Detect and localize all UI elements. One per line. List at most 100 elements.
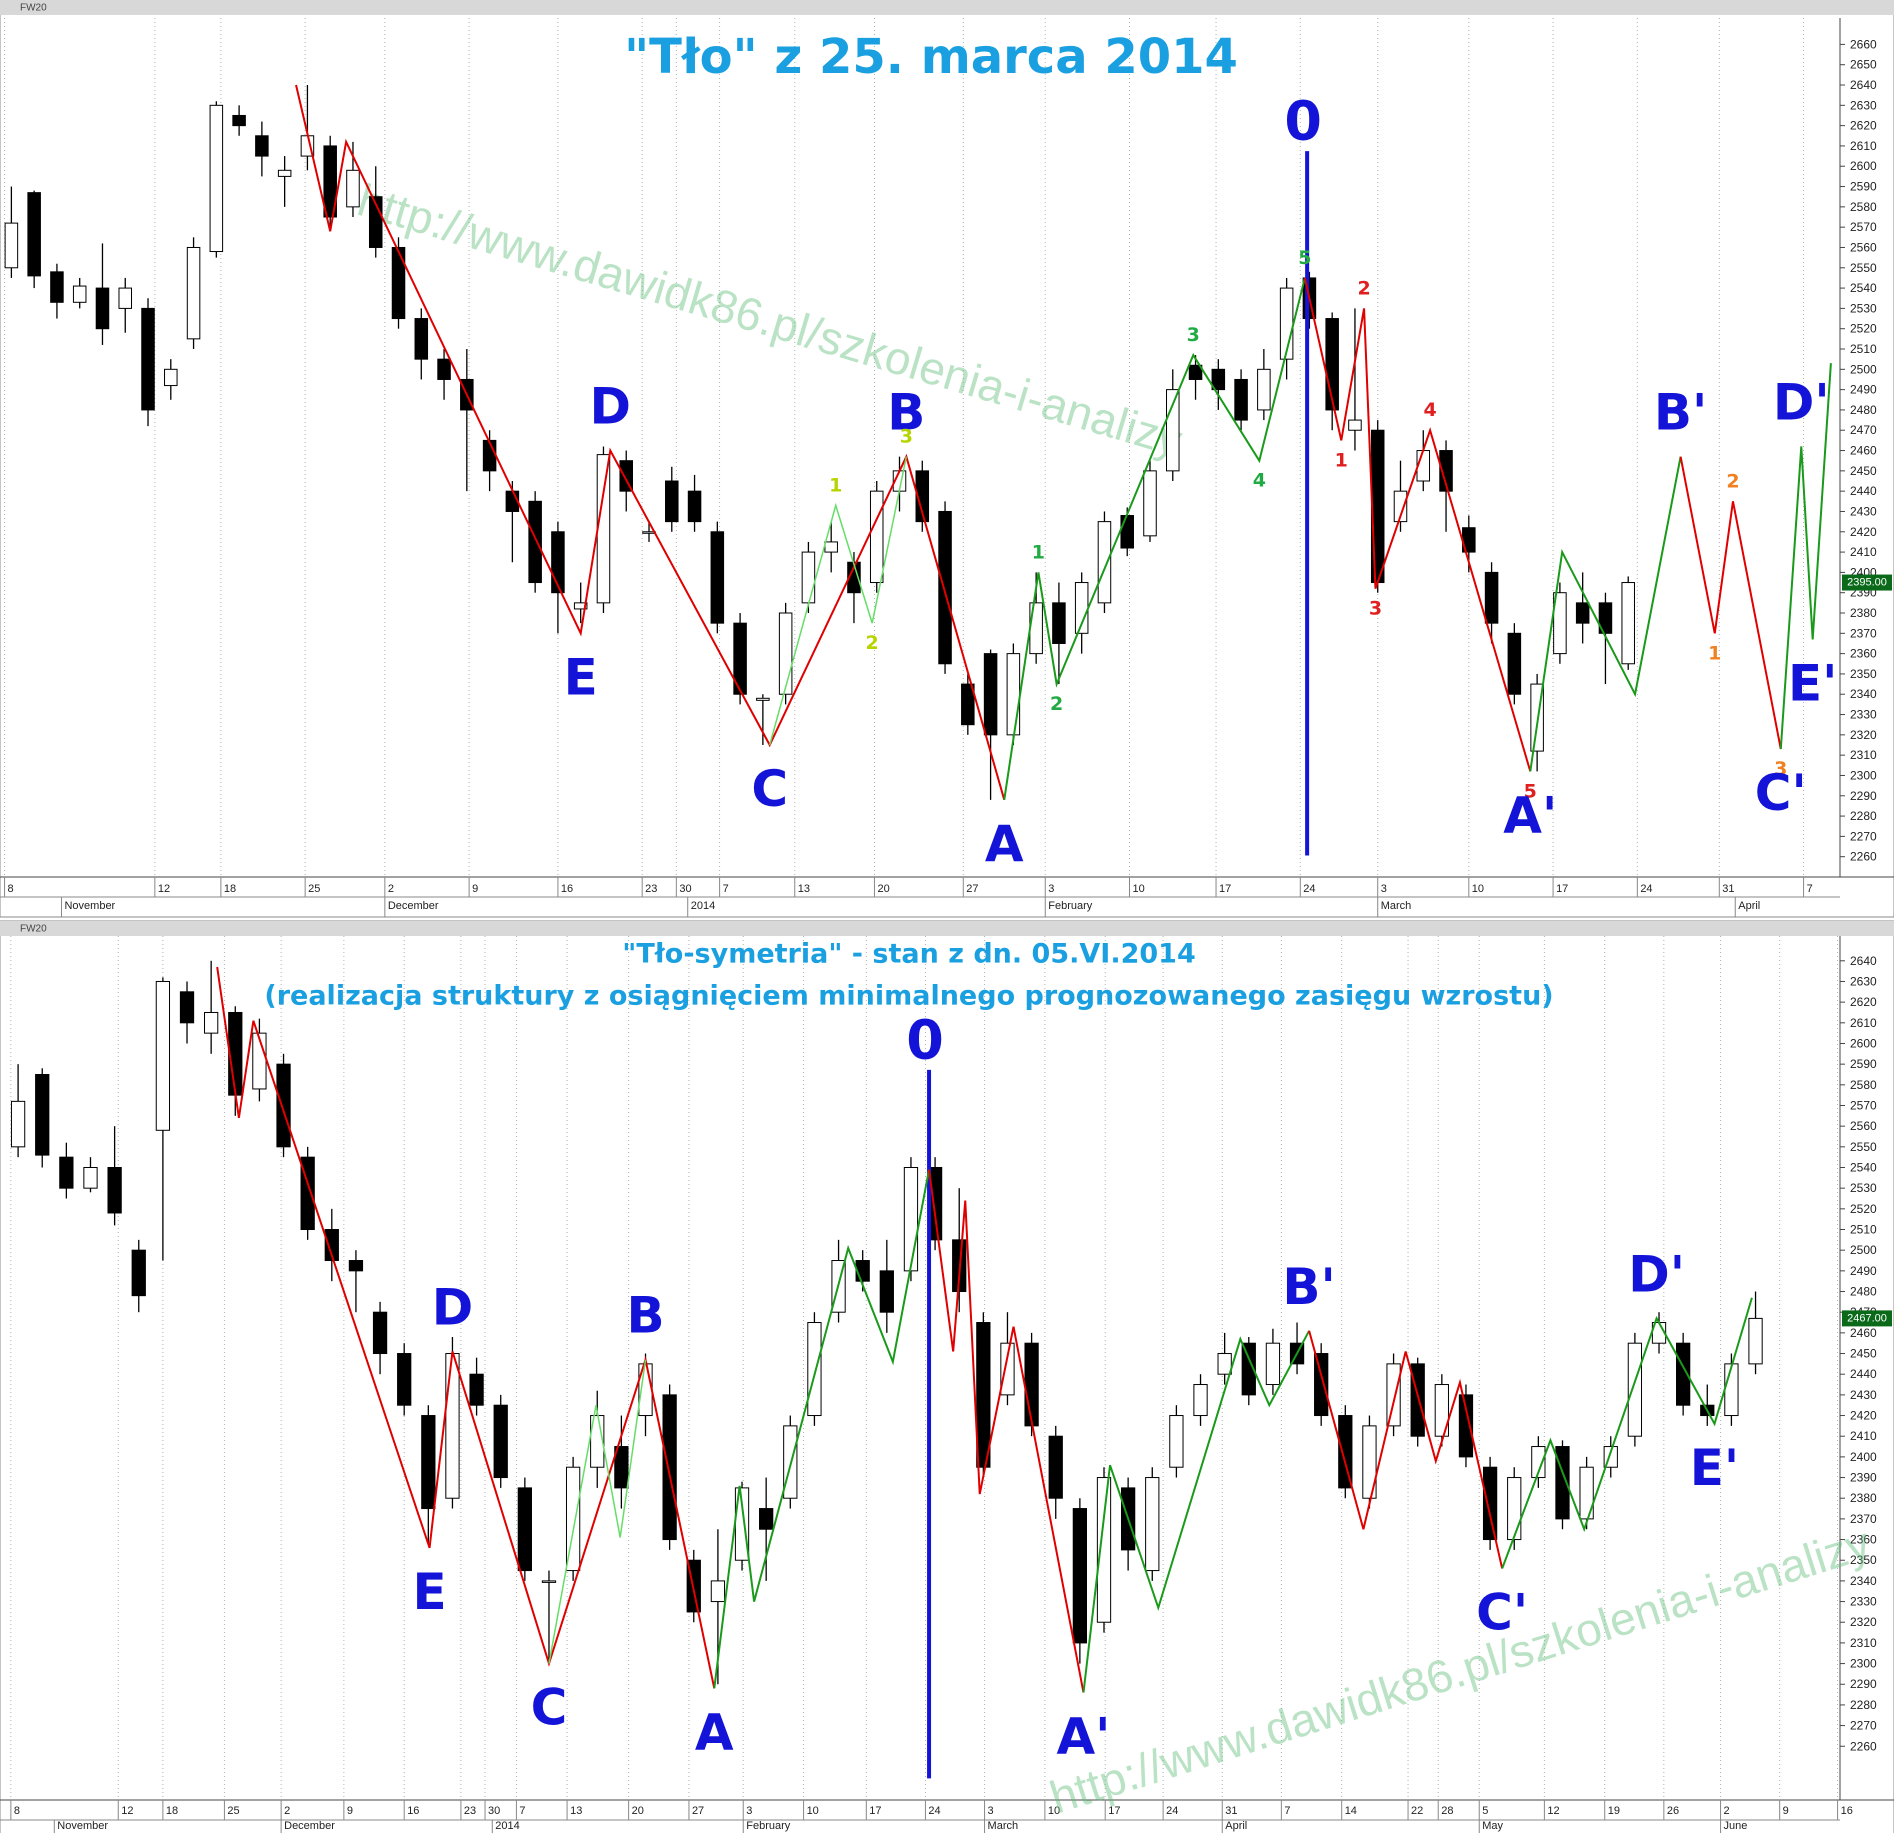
x-tick-label: 20 — [877, 883, 889, 895]
candle-body — [961, 683, 975, 726]
panel-label: FW20 — [20, 924, 47, 935]
y-tick-label: 2410 — [1850, 545, 1877, 559]
y-tick-label: 2550 — [1850, 261, 1877, 275]
candle-body — [1598, 602, 1613, 634]
candle-body — [1393, 490, 1408, 523]
x-tick-label: 10 — [807, 1805, 819, 1817]
x-tick-label: 3 — [746, 1805, 752, 1817]
wave-line — [295, 84, 1006, 801]
candle-body — [665, 480, 679, 523]
wave-label: C' — [1476, 1583, 1528, 1641]
x-tick-label: 12 — [1547, 1805, 1559, 1817]
x-tick-label: 23 — [464, 1805, 476, 1817]
candle-body — [1507, 632, 1522, 695]
candle-body — [1193, 1384, 1208, 1417]
last-price-box — [1842, 1310, 1892, 1327]
last-price-label: 2467.00 — [1847, 1312, 1887, 1324]
candle-body — [662, 1394, 677, 1541]
x-tick-label: 23 — [645, 883, 657, 895]
candle-body — [1507, 1477, 1522, 1541]
candle-body — [1338, 1415, 1353, 1489]
y-tick-label: 2270 — [1850, 1719, 1877, 1733]
candle-body — [528, 500, 542, 584]
candle-body — [710, 531, 725, 624]
wave-count: 2 — [1050, 693, 1063, 715]
wave-count: 2 — [1357, 277, 1370, 299]
y-tick-label: 2600 — [1850, 159, 1877, 173]
wave-label: D — [590, 378, 632, 436]
chart-title: "Tło-symetria" - stan z dn. 05.VI.2014 — [622, 939, 1195, 970]
month-label: November — [64, 900, 115, 912]
zero-label: 0 — [906, 1008, 944, 1071]
y-tick-label: 2340 — [1850, 687, 1877, 701]
y-tick-label: 2310 — [1850, 748, 1877, 762]
y-tick-label: 2490 — [1850, 1264, 1877, 1278]
candle-body — [4, 222, 19, 269]
candle-body — [107, 1167, 122, 1214]
x-tick-label: 10 — [1133, 883, 1145, 895]
y-tick-label: 2270 — [1850, 829, 1877, 843]
candle-body — [1531, 1446, 1546, 1479]
wave-line — [216, 966, 716, 1689]
candle-body — [1145, 1477, 1160, 1572]
candle-body — [1052, 602, 1066, 644]
y-tick-label: 2530 — [1850, 1181, 1877, 1195]
x-tick-label: 8 — [14, 1805, 20, 1817]
x-tick-label: 9 — [347, 1805, 353, 1817]
candle-body — [445, 1353, 460, 1499]
x-tick-label: 17 — [1219, 883, 1231, 895]
y-tick-label: 2440 — [1850, 484, 1877, 498]
candle-body — [1006, 653, 1021, 736]
candle-body — [759, 1508, 774, 1530]
y-tick-label: 2430 — [1850, 504, 1877, 518]
x-tick-label: 7 — [1284, 1805, 1290, 1817]
wave-count: 2 — [866, 632, 879, 654]
candle-body — [391, 246, 406, 320]
y-tick-label: 2290 — [1850, 1677, 1877, 1691]
candle-body — [186, 246, 201, 340]
x-tick-label: 13 — [798, 883, 810, 895]
candle-body — [778, 612, 793, 695]
x-tick-label: 31 — [1722, 883, 1734, 895]
x-tick-label: 13 — [570, 1805, 582, 1817]
candle-body — [1234, 378, 1248, 421]
candle-body — [756, 697, 770, 701]
wave-line — [928, 1169, 1085, 1693]
candle-body — [469, 1373, 484, 1406]
y-tick-label: 2640 — [1850, 78, 1877, 92]
candle-body — [1458, 1394, 1474, 1458]
candle-body — [879, 1270, 894, 1313]
candle-body — [1265, 1342, 1281, 1386]
y-tick-label: 2580 — [1850, 200, 1877, 214]
candle-body — [1748, 1317, 1763, 1365]
wave-count: 5 — [1524, 780, 1537, 802]
x-tick-label: 20 — [632, 1805, 644, 1817]
x-tick-label: 16 — [407, 1805, 419, 1817]
candle-body — [1048, 1435, 1063, 1499]
wave-line — [1303, 277, 1532, 772]
candle-body — [155, 980, 171, 1131]
panel-background — [0, 0, 1894, 918]
wave-label: C' — [1755, 764, 1807, 822]
x-tick-label: 25 — [308, 883, 320, 895]
x-tick-label: 18 — [166, 1805, 178, 1817]
x-tick-label: 31 — [1225, 1805, 1237, 1817]
x-tick-label: 2 — [388, 883, 394, 895]
x-tick-label: 17 — [1556, 883, 1568, 895]
candle-body — [397, 1353, 412, 1406]
y-tick-label: 2560 — [1850, 1119, 1877, 1133]
x-tick-label: 7 — [519, 1805, 525, 1817]
y-tick-label: 2410 — [1850, 1429, 1877, 1443]
x-tick-label: 24 — [1166, 1805, 1178, 1817]
x-tick-label: 24 — [1303, 883, 1315, 895]
candle-body — [164, 368, 178, 387]
wave-count: 1 — [1032, 541, 1045, 563]
candle-body — [619, 460, 633, 492]
x-tick-label: 27 — [966, 883, 978, 895]
candle-body — [1217, 1353, 1232, 1375]
x-tick-label: 19 — [1608, 1805, 1620, 1817]
x-tick-label: 27 — [692, 1805, 704, 1817]
y-tick-label: 2590 — [1850, 180, 1877, 194]
y-tick-label: 2630 — [1850, 98, 1877, 112]
